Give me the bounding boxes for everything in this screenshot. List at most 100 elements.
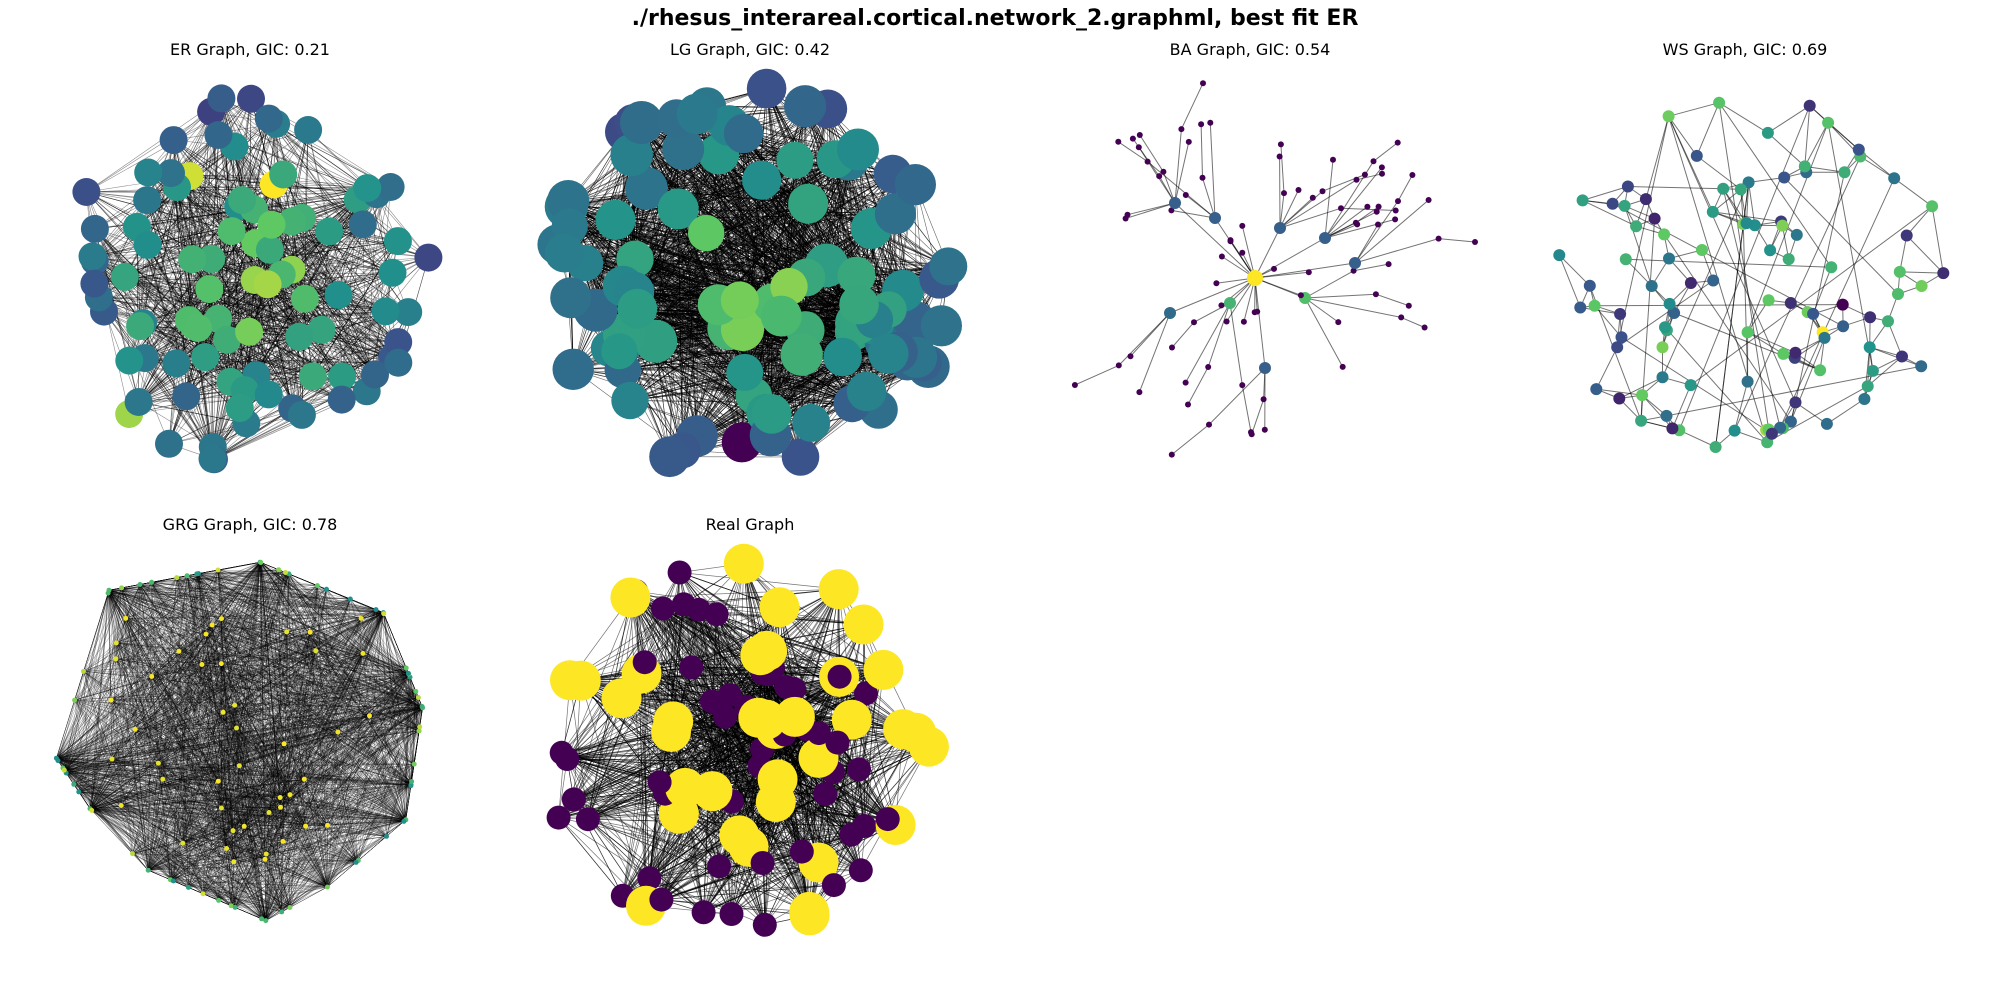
graph-node: [1707, 274, 1720, 287]
graph-node: [1837, 320, 1850, 333]
graph-node: [746, 68, 787, 109]
graph-edge: [1931, 206, 1944, 274]
graph-node: [1866, 364, 1879, 377]
graph-edge: [108, 590, 235, 862]
graph-edge: [259, 562, 282, 912]
graph-edge: [94, 283, 245, 391]
graph-edge: [212, 376, 343, 448]
graph-node: [1364, 203, 1371, 210]
graph-edge: [260, 562, 409, 675]
graph-node: [353, 174, 382, 203]
graph-edge: [622, 369, 754, 396]
graph-edge: [1354, 238, 1439, 264]
graph-edge: [304, 298, 376, 375]
graph-edge: [98, 297, 213, 459]
graph-edge: [1324, 167, 1383, 239]
graph-edge: [259, 562, 267, 855]
graph-node: [784, 85, 827, 128]
graph-edge: [304, 298, 367, 392]
graph-node: [1761, 126, 1774, 139]
graph-edge: [124, 276, 399, 343]
graph-node: [1352, 219, 1359, 226]
graph-node: [1782, 253, 1795, 266]
graph-edge: [108, 590, 284, 842]
graph-edge: [56, 664, 203, 759]
graph-edge: [1625, 258, 1832, 268]
graph-node: [1588, 299, 1601, 312]
graph-node: [781, 438, 820, 476]
graph-edge: [56, 573, 197, 759]
graph-edge: [218, 134, 393, 359]
graph-node: [1385, 261, 1392, 268]
graph-edge: [56, 618, 126, 759]
graph-edge: [259, 562, 412, 782]
graph-node: [1305, 269, 1312, 276]
graph-edge: [1251, 399, 1265, 435]
graph-edge: [108, 589, 222, 664]
graph-edge: [124, 276, 399, 363]
graph-node: [1864, 311, 1877, 324]
graph-edge: [1679, 429, 1716, 448]
graph-node: [1789, 346, 1802, 359]
graph-node: [1129, 135, 1136, 142]
graph-edge: [255, 240, 399, 376]
graph-node: [159, 126, 188, 155]
graph-edge: [1354, 224, 1379, 264]
graph-edge: [1280, 144, 1285, 194]
graph-edge: [210, 111, 377, 195]
graph-edge: [108, 589, 370, 717]
graph-node: [676, 93, 718, 135]
graph-edge: [56, 676, 411, 759]
graph-edge: [56, 569, 279, 759]
graph-edge: [1139, 134, 1164, 173]
graph-node: [1861, 380, 1874, 393]
graph-edge: [213, 284, 268, 460]
graph-edge: [103, 311, 213, 459]
graph-edge: [108, 590, 245, 827]
graph-edge: [108, 589, 311, 633]
graph-node: [1191, 319, 1197, 326]
graph-edge: [1696, 155, 1742, 190]
graph-edge: [94, 228, 194, 326]
graph-edge: [256, 374, 342, 400]
graph-edge: [260, 562, 420, 728]
graph-edge: [138, 336, 300, 403]
graph-node: [823, 337, 862, 377]
graph-edge: [212, 414, 303, 460]
graph-edge: [66, 562, 261, 774]
graph-edge: [259, 562, 359, 861]
graph-node: [1295, 187, 1302, 193]
graph-edge: [268, 118, 399, 242]
graph-edge: [108, 572, 286, 591]
graph-node: [868, 333, 909, 374]
graph-edge: [94, 240, 398, 284]
graph-edge: [94, 260, 393, 359]
graph-node: [1198, 121, 1205, 128]
graph-edge: [56, 663, 222, 759]
graph-edge: [56, 618, 222, 759]
graph-edge: [142, 111, 212, 324]
graph-node: [1398, 314, 1405, 321]
graph-edge: [92, 256, 206, 358]
graph-edge: [108, 590, 306, 827]
graph-edge: [213, 399, 342, 460]
graph-node: [1741, 375, 1754, 388]
graph-edge: [1826, 398, 1865, 425]
graph-node: [1271, 265, 1277, 272]
graph-edge: [1783, 177, 1899, 295]
graph-edge: [259, 562, 412, 785]
graph-edge: [56, 757, 163, 780]
graph-node: [1926, 200, 1939, 213]
graph-edge: [56, 757, 245, 827]
graph-edge: [56, 673, 409, 759]
graph-edge: [108, 590, 171, 880]
graph-edge: [1279, 197, 1314, 229]
graph-edge: [147, 224, 272, 246]
graph-edge: [186, 289, 210, 397]
graph-node: [257, 210, 286, 239]
graph-edge: [56, 757, 183, 844]
graph-edge: [260, 562, 420, 732]
graph-edge: [56, 757, 219, 782]
graph-edge: [56, 757, 411, 786]
graph-edge: [328, 231, 376, 375]
